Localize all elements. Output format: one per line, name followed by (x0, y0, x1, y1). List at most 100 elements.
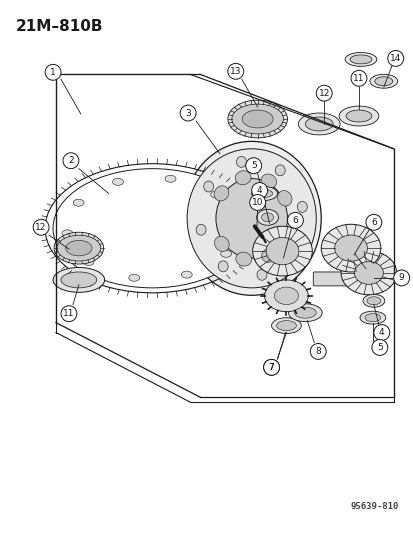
Ellipse shape (338, 106, 378, 126)
Ellipse shape (128, 274, 139, 281)
Text: 1: 1 (50, 68, 56, 77)
Text: 6: 6 (292, 216, 297, 225)
Circle shape (373, 325, 389, 341)
Ellipse shape (261, 174, 276, 188)
FancyBboxPatch shape (313, 272, 352, 286)
Ellipse shape (203, 181, 213, 192)
Ellipse shape (252, 227, 311, 276)
Ellipse shape (340, 251, 396, 295)
Circle shape (310, 343, 325, 359)
Ellipse shape (359, 311, 385, 324)
Circle shape (61, 306, 77, 321)
Ellipse shape (235, 252, 251, 266)
Ellipse shape (349, 55, 371, 64)
Ellipse shape (196, 224, 206, 235)
Ellipse shape (364, 314, 380, 321)
Ellipse shape (298, 113, 339, 135)
Ellipse shape (320, 224, 380, 272)
Ellipse shape (53, 268, 104, 292)
Ellipse shape (57, 235, 100, 261)
Text: 11: 11 (63, 309, 74, 318)
Text: 95639-810: 95639-810 (349, 502, 398, 511)
Circle shape (350, 70, 366, 86)
Ellipse shape (235, 171, 250, 185)
Ellipse shape (181, 271, 192, 278)
Text: 11: 11 (352, 74, 364, 83)
Ellipse shape (277, 191, 291, 206)
Ellipse shape (53, 168, 251, 288)
Ellipse shape (374, 77, 392, 86)
Ellipse shape (231, 104, 283, 134)
Circle shape (371, 340, 387, 356)
Ellipse shape (261, 213, 273, 222)
Ellipse shape (242, 110, 273, 128)
Ellipse shape (275, 165, 285, 176)
Text: 7: 7 (268, 363, 274, 372)
Circle shape (393, 270, 408, 286)
Ellipse shape (264, 280, 308, 312)
Ellipse shape (297, 201, 306, 212)
Text: 12: 12 (36, 223, 47, 232)
Ellipse shape (218, 261, 228, 272)
Ellipse shape (274, 287, 298, 304)
Ellipse shape (112, 179, 123, 185)
Text: 13: 13 (230, 67, 241, 76)
Ellipse shape (216, 179, 287, 258)
Circle shape (227, 63, 243, 79)
Ellipse shape (214, 236, 229, 252)
Circle shape (45, 64, 61, 80)
Ellipse shape (266, 237, 298, 265)
Ellipse shape (271, 318, 301, 334)
Ellipse shape (256, 209, 278, 225)
Ellipse shape (344, 52, 376, 66)
Ellipse shape (54, 232, 103, 264)
Ellipse shape (288, 304, 321, 321)
Ellipse shape (305, 117, 332, 131)
Ellipse shape (210, 191, 221, 198)
Ellipse shape (239, 196, 293, 261)
Text: 6: 6 (370, 218, 376, 227)
Ellipse shape (66, 240, 92, 256)
Ellipse shape (251, 187, 277, 200)
Circle shape (33, 219, 49, 235)
Ellipse shape (276, 321, 296, 330)
Text: 2: 2 (68, 156, 74, 165)
Circle shape (63, 153, 78, 168)
Circle shape (263, 359, 279, 375)
Ellipse shape (366, 297, 380, 305)
Ellipse shape (236, 156, 246, 167)
Text: 4: 4 (378, 328, 384, 337)
Ellipse shape (62, 230, 73, 237)
Text: 8: 8 (315, 347, 320, 356)
Text: 10: 10 (251, 198, 263, 207)
Ellipse shape (334, 235, 366, 261)
Text: 9: 9 (398, 273, 404, 282)
Text: 5: 5 (250, 161, 256, 170)
Text: 7: 7 (268, 363, 274, 372)
Circle shape (316, 85, 331, 101)
Circle shape (365, 214, 381, 230)
Ellipse shape (261, 248, 276, 262)
Ellipse shape (214, 186, 228, 201)
Text: 12: 12 (318, 88, 329, 98)
Text: 3: 3 (185, 109, 190, 118)
Text: 5: 5 (376, 343, 382, 352)
Circle shape (251, 183, 267, 198)
Ellipse shape (294, 307, 316, 318)
Text: 4: 4 (256, 186, 262, 195)
Ellipse shape (256, 269, 266, 280)
Circle shape (180, 105, 196, 121)
Ellipse shape (182, 141, 320, 295)
Ellipse shape (73, 199, 84, 206)
Ellipse shape (220, 251, 231, 257)
Text: 21M–810B: 21M–810B (15, 19, 102, 34)
Ellipse shape (227, 100, 287, 138)
Circle shape (249, 195, 265, 211)
Ellipse shape (83, 259, 94, 265)
Circle shape (287, 212, 303, 228)
Ellipse shape (369, 74, 397, 88)
Ellipse shape (256, 190, 272, 197)
Text: 14: 14 (389, 54, 401, 63)
Circle shape (387, 51, 403, 66)
Circle shape (263, 359, 279, 375)
